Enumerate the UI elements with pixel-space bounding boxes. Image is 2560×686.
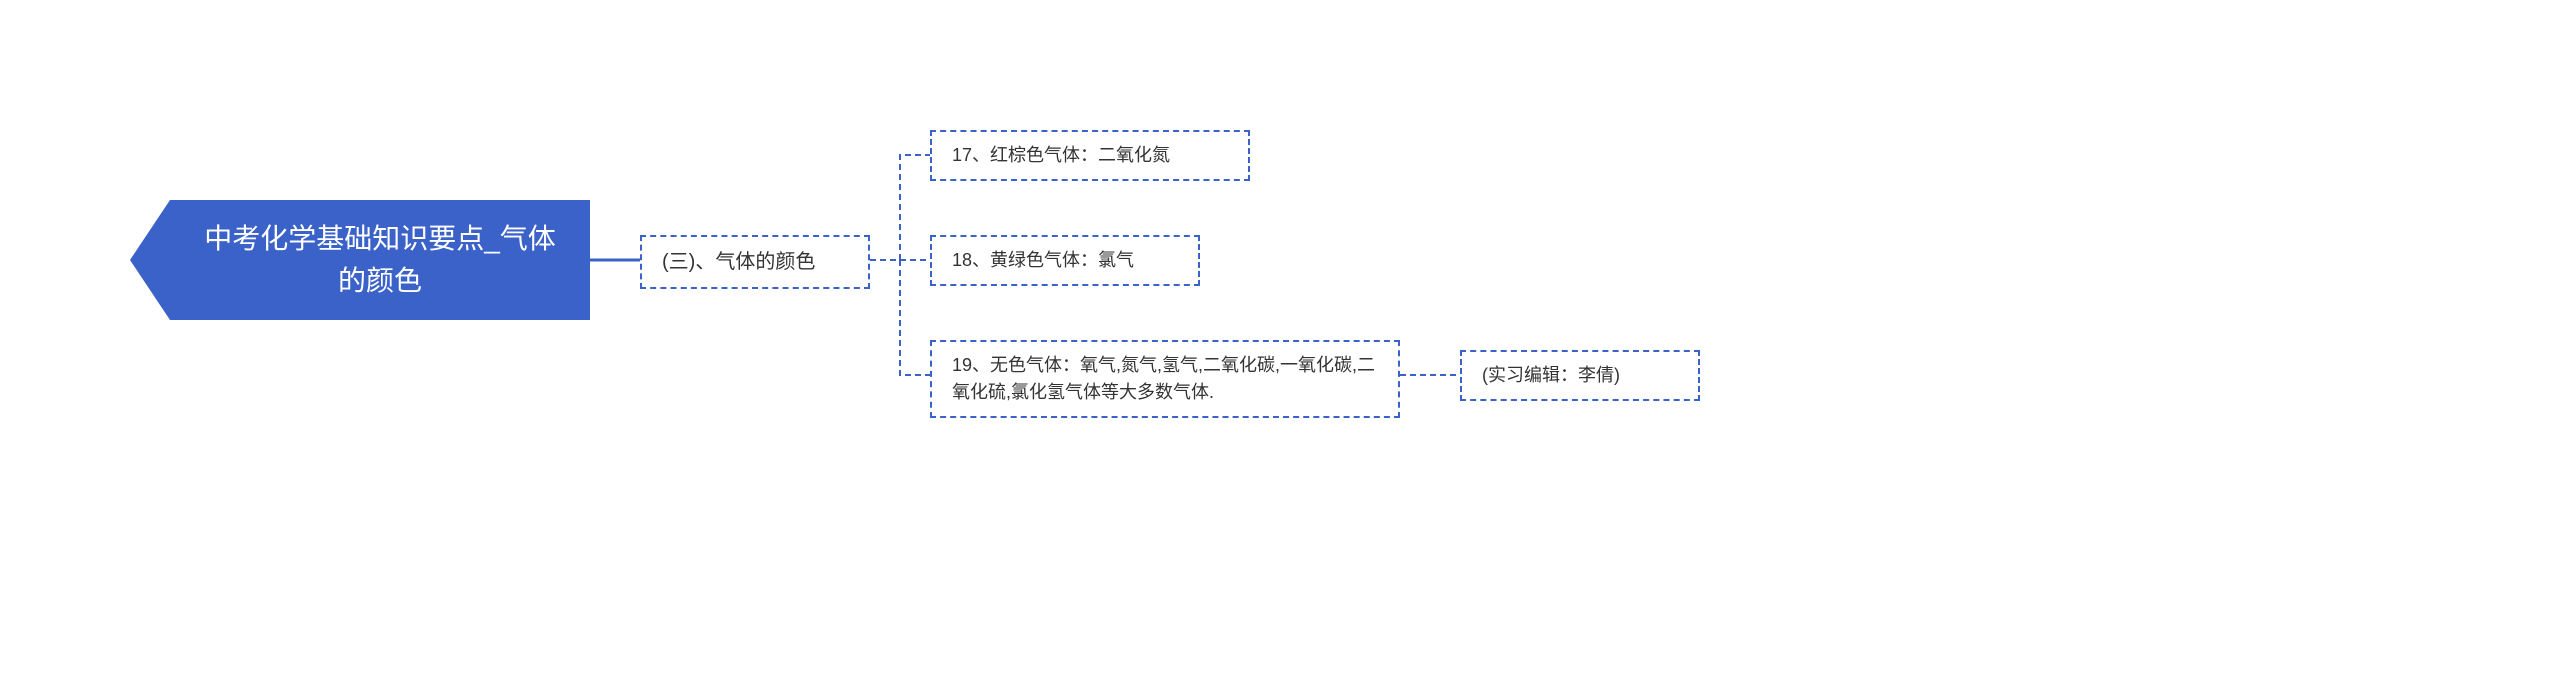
root-node-label: 中考化学基础知识要点_气体的颜色 [200,218,560,302]
level3-node[interactable]: (实习编辑：李倩) [1460,350,1700,401]
level2-node-0[interactable]: 17、红棕色气体：二氧化氮 [930,130,1250,181]
root-node[interactable]: 中考化学基础知识要点_气体的颜色 [170,200,590,320]
level3-node-label: (实习编辑：李倩) [1482,362,1620,389]
level2-node-1[interactable]: 18、黄绿色气体：氯气 [930,235,1200,286]
level2-node-2-label: 19、无色气体：氧气,氮气,氢气,二氧化碳,一氧化碳,二氧化硫,氯化氢气体等大多… [952,352,1378,406]
level2-node-0-label: 17、红棕色气体：二氧化氮 [952,142,1170,169]
level2-node-1-label: 18、黄绿色气体：氯气 [952,247,1134,274]
level2-node-2[interactable]: 19、无色气体：氧气,氮气,氢气,二氧化碳,一氧化碳,二氧化硫,氯化氢气体等大多… [930,340,1400,418]
level1-node[interactable]: (三)、气体的颜色 [640,235,870,289]
level1-node-label: (三)、气体的颜色 [662,247,815,277]
